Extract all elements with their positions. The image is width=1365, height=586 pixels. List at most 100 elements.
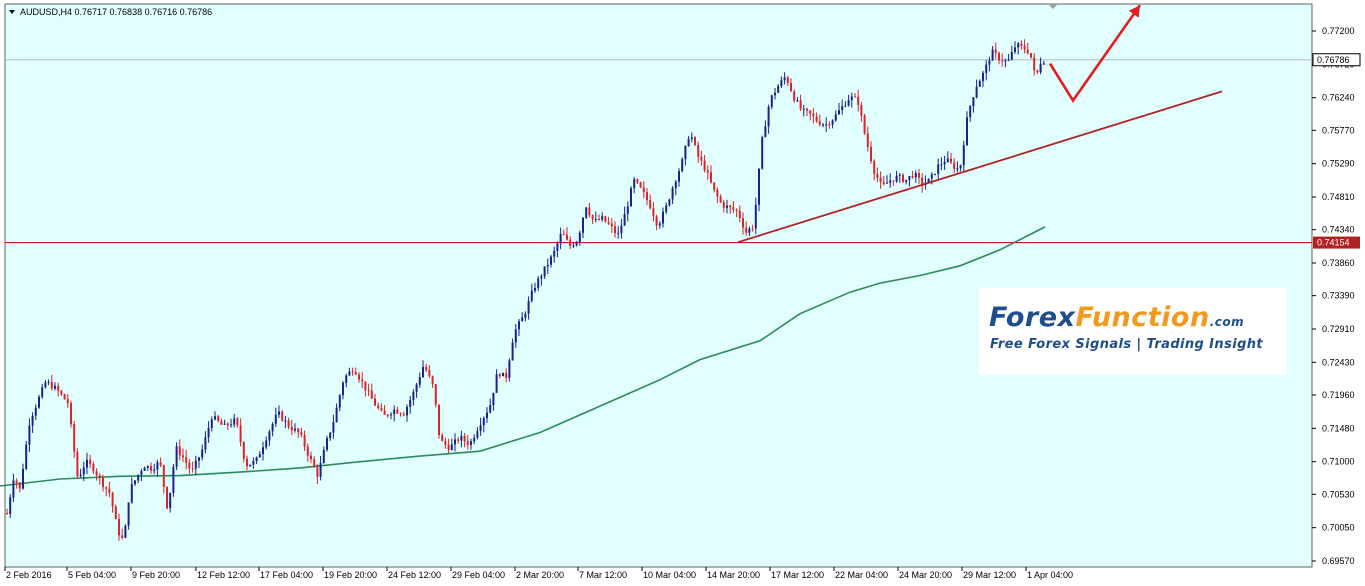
logo-forex-text: Forex — [989, 302, 1076, 333]
bear-candle — [182, 455, 184, 458]
bear-candle — [438, 404, 440, 436]
bull-candle — [889, 180, 892, 183]
bull-candle — [332, 422, 335, 433]
bull-candle — [524, 313, 527, 318]
bear-candle — [380, 407, 383, 411]
bear-candle — [166, 486, 168, 509]
bull-candle — [450, 444, 453, 450]
bull-candle — [665, 205, 668, 212]
bull-candle — [985, 64, 988, 73]
bear-candle — [162, 465, 165, 487]
bear-candle — [722, 202, 725, 208]
bull-candle — [1004, 60, 1007, 62]
bear-candle — [700, 156, 703, 161]
bear-candle — [703, 160, 706, 171]
support-price-tag — [1313, 236, 1360, 249]
y-tick-label: 0.74810 — [1322, 192, 1355, 202]
bull-candle — [169, 492, 172, 509]
bear-candle — [892, 180, 895, 182]
bear-candle — [812, 113, 815, 117]
trend-line[interactable] — [737, 90, 1223, 244]
bull-candle — [86, 459, 88, 468]
bull-candle — [962, 145, 965, 166]
bear-candle — [386, 414, 389, 416]
bear-candle — [636, 179, 639, 183]
bull-candle — [687, 139, 690, 146]
bull-candle — [214, 416, 216, 420]
y-tick-label: 0.71960 — [1322, 390, 1355, 400]
bear-candle — [15, 480, 18, 483]
bear-candle — [911, 176, 914, 178]
bull-candle — [556, 243, 559, 251]
bear-candle — [447, 444, 450, 450]
bull-candle — [454, 439, 456, 445]
bull-candle — [255, 457, 258, 461]
bull-candle — [406, 406, 408, 416]
ascending-trend-line[interactable] — [737, 90, 1223, 244]
bear-candle — [396, 409, 399, 414]
bear-candle — [806, 108, 808, 111]
bull-candle — [847, 100, 850, 106]
bull-candle — [124, 525, 127, 538]
bull-candle — [630, 188, 632, 207]
bear-candle — [713, 182, 716, 190]
bull-candle — [534, 288, 536, 291]
arrowhead-icon[interactable] — [1128, 5, 1140, 18]
bull-candle — [905, 179, 908, 182]
bear-candle — [610, 223, 613, 227]
bear-candle — [178, 446, 181, 456]
bull-candle — [550, 256, 552, 265]
candlesticks — [6, 39, 1045, 541]
bull-candle — [511, 342, 514, 361]
bull-candle — [249, 464, 252, 467]
bull-candle — [25, 444, 28, 469]
bear-candle — [646, 192, 648, 200]
bear-candle — [434, 384, 437, 405]
bull-candle — [668, 199, 671, 206]
bear-candle — [994, 49, 997, 54]
bull-candle — [274, 414, 277, 424]
last-price-tag — [1312, 53, 1361, 67]
bear-candle — [351, 371, 354, 373]
bear-candle — [1026, 49, 1029, 53]
bear-candle — [95, 471, 98, 476]
bull-candle — [572, 245, 575, 247]
bull-candle — [620, 225, 623, 234]
logo-wordmark: ForexFunction.com — [989, 302, 1244, 333]
dropdown-triangle-icon[interactable] — [9, 10, 15, 14]
bear-candle — [607, 221, 610, 224]
bull-candle — [802, 108, 805, 110]
bear-candle — [729, 205, 732, 208]
bull-candle — [127, 502, 130, 526]
x-tick-label: 24 Mar 20:00 — [899, 570, 952, 580]
bear-candle — [738, 210, 741, 219]
bear-candle — [159, 462, 162, 466]
x-tick-label: 17 Mar 12:00 — [771, 570, 824, 580]
bull-candle — [537, 278, 540, 288]
bull-candle — [348, 371, 351, 376]
bear-candle — [306, 446, 309, 456]
bull-candle — [975, 86, 978, 98]
x-tick-label: 14 Mar 20:00 — [707, 570, 760, 580]
bear-candle — [882, 182, 885, 184]
bull-candle — [927, 178, 930, 183]
forecast-arrow[interactable] — [1048, 4, 1142, 103]
shift-marker-icon[interactable] — [1048, 4, 1058, 9]
bull-candle — [258, 454, 261, 458]
bear-candle — [313, 459, 316, 468]
bear-candle — [1030, 53, 1032, 58]
bull-candle — [79, 474, 82, 477]
bull-candle — [204, 437, 207, 450]
bull-candle — [838, 110, 840, 115]
forecast-path[interactable] — [1048, 4, 1142, 103]
bear-candle — [188, 462, 191, 469]
bull-candle — [831, 120, 834, 125]
bull-candle — [31, 415, 34, 426]
bear-candle — [63, 394, 66, 400]
bear-candle — [652, 208, 655, 217]
bear-candle — [220, 421, 223, 425]
bear-candle — [431, 376, 434, 385]
bull-candle — [326, 438, 328, 450]
y-axis: 0.772000.767200.762400.757700.752900.748… — [1312, 26, 1355, 566]
